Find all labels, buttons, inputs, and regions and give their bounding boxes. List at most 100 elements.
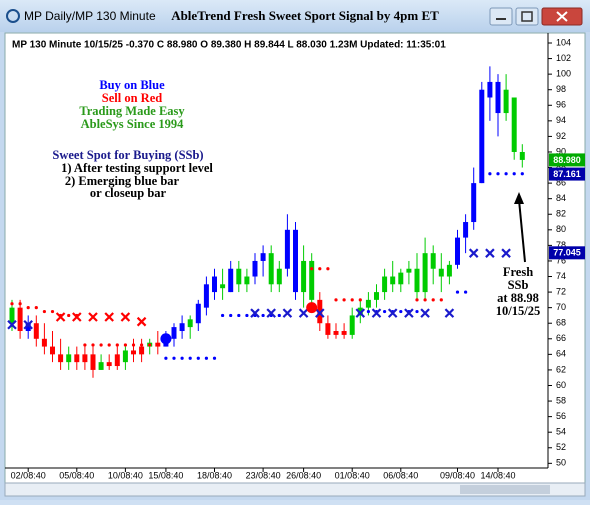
price-badge xyxy=(549,246,585,260)
y-tick-label: 68 xyxy=(556,318,566,328)
x-marker xyxy=(136,316,147,327)
y-tick-label: 86 xyxy=(556,177,566,187)
y-tick-label: 88 xyxy=(556,162,566,172)
stop-dot xyxy=(383,309,387,314)
minimize-button[interactable] xyxy=(489,7,513,26)
stop-dot xyxy=(342,298,346,302)
x-marker xyxy=(485,248,495,258)
price-badge xyxy=(549,167,585,181)
stop-dot xyxy=(455,290,460,294)
candle-body xyxy=(25,323,31,332)
stop-dot xyxy=(261,313,265,318)
y-tick-label: 100 xyxy=(556,69,571,79)
y-tick-label: 66 xyxy=(556,333,566,343)
candle-body xyxy=(325,323,331,335)
x-tick-label: 01/08:40 xyxy=(335,470,370,480)
stop-dot xyxy=(399,309,403,314)
annotation: Fresh xyxy=(503,265,533,279)
stop-dot xyxy=(107,343,111,347)
stop-dot xyxy=(464,290,468,294)
candle-body xyxy=(9,307,15,324)
y-tick-label: 64 xyxy=(556,349,566,359)
candle-body xyxy=(179,323,185,332)
stop-dot xyxy=(18,302,22,306)
y-tick-label: 72 xyxy=(556,286,566,296)
stop-dot xyxy=(245,313,249,318)
candle-body xyxy=(106,362,112,367)
stop-dot xyxy=(148,343,152,347)
stop-dot xyxy=(439,298,443,302)
candle-body xyxy=(487,81,493,98)
y-tick-label: 84 xyxy=(556,193,566,203)
candle-body xyxy=(195,303,201,324)
candle-body xyxy=(422,253,428,293)
candle-body xyxy=(171,327,177,339)
candle-body xyxy=(228,268,234,293)
candle-body xyxy=(33,323,39,339)
scrollbar[interactable] xyxy=(4,482,586,497)
y-tick-label: 60 xyxy=(556,380,566,390)
x-marker xyxy=(501,248,511,258)
stop-dot xyxy=(26,306,30,310)
x-marker xyxy=(315,308,325,318)
stop-dot xyxy=(431,298,435,302)
candle-body xyxy=(98,362,104,370)
x-tick-label: 10/08:40 xyxy=(108,470,143,480)
x-marker xyxy=(72,312,82,322)
stop-dot xyxy=(366,309,370,314)
stop-dot xyxy=(188,356,192,360)
signal-dot xyxy=(306,302,318,314)
candle-body xyxy=(414,268,420,293)
candle-body xyxy=(309,260,315,300)
candle-body xyxy=(333,331,339,335)
y-tick-label: 70 xyxy=(556,302,566,312)
stop-dot xyxy=(140,343,144,347)
y-tick-label: 76 xyxy=(556,255,566,265)
info-line: MP 130 Minute 10/15/25 -0.370 C 88.980 O… xyxy=(12,40,446,51)
candle-body xyxy=(479,89,485,184)
x-tick-label: 18/08:40 xyxy=(197,470,232,480)
y-tick-label: 78 xyxy=(556,240,566,250)
scroll-thumb[interactable] xyxy=(460,485,550,494)
candle-body xyxy=(90,354,96,370)
y-tick-label: 54 xyxy=(556,427,566,437)
y-tick-label: 98 xyxy=(556,84,566,94)
stop-dot xyxy=(310,267,314,271)
stop-dot xyxy=(350,298,354,302)
y-tick-label: 90 xyxy=(556,146,566,156)
note: 2) Emerging blue bar xyxy=(65,174,180,188)
candle-body xyxy=(122,350,128,363)
note: AbleSys Since 1994 xyxy=(81,117,185,131)
x-tick-label: 26/08:40 xyxy=(286,470,321,480)
candle-body xyxy=(50,346,55,355)
candle-body xyxy=(293,229,298,293)
x-tick-label: 05/08:40 xyxy=(59,470,94,480)
candle-body xyxy=(82,354,88,363)
note: Sell on Red xyxy=(102,91,162,105)
candle-body xyxy=(438,268,444,277)
x-marker xyxy=(23,320,33,330)
x-marker xyxy=(120,312,131,322)
candle-body xyxy=(268,253,274,285)
stop-dot xyxy=(423,298,427,302)
stop-dot xyxy=(91,343,95,347)
stop-dot xyxy=(496,172,500,176)
y-tick-label: 82 xyxy=(556,209,566,219)
price-badge xyxy=(549,153,585,167)
stop-dot xyxy=(131,343,136,347)
stop-dot xyxy=(204,356,208,360)
stop-dot xyxy=(415,309,419,314)
stop-dot xyxy=(415,298,419,302)
annotation-arrow xyxy=(518,199,526,263)
stop-dot xyxy=(326,267,330,271)
x-tick-label: 06/08:40 xyxy=(383,470,418,480)
candle-body xyxy=(236,268,242,285)
candle-body xyxy=(139,346,145,355)
candle-body xyxy=(365,299,371,308)
maximize-button[interactable] xyxy=(515,7,539,26)
x-tick-label: 15/08:40 xyxy=(148,470,183,480)
x-marker xyxy=(404,308,414,318)
stop-dot xyxy=(172,356,176,360)
candle-body xyxy=(349,315,355,335)
